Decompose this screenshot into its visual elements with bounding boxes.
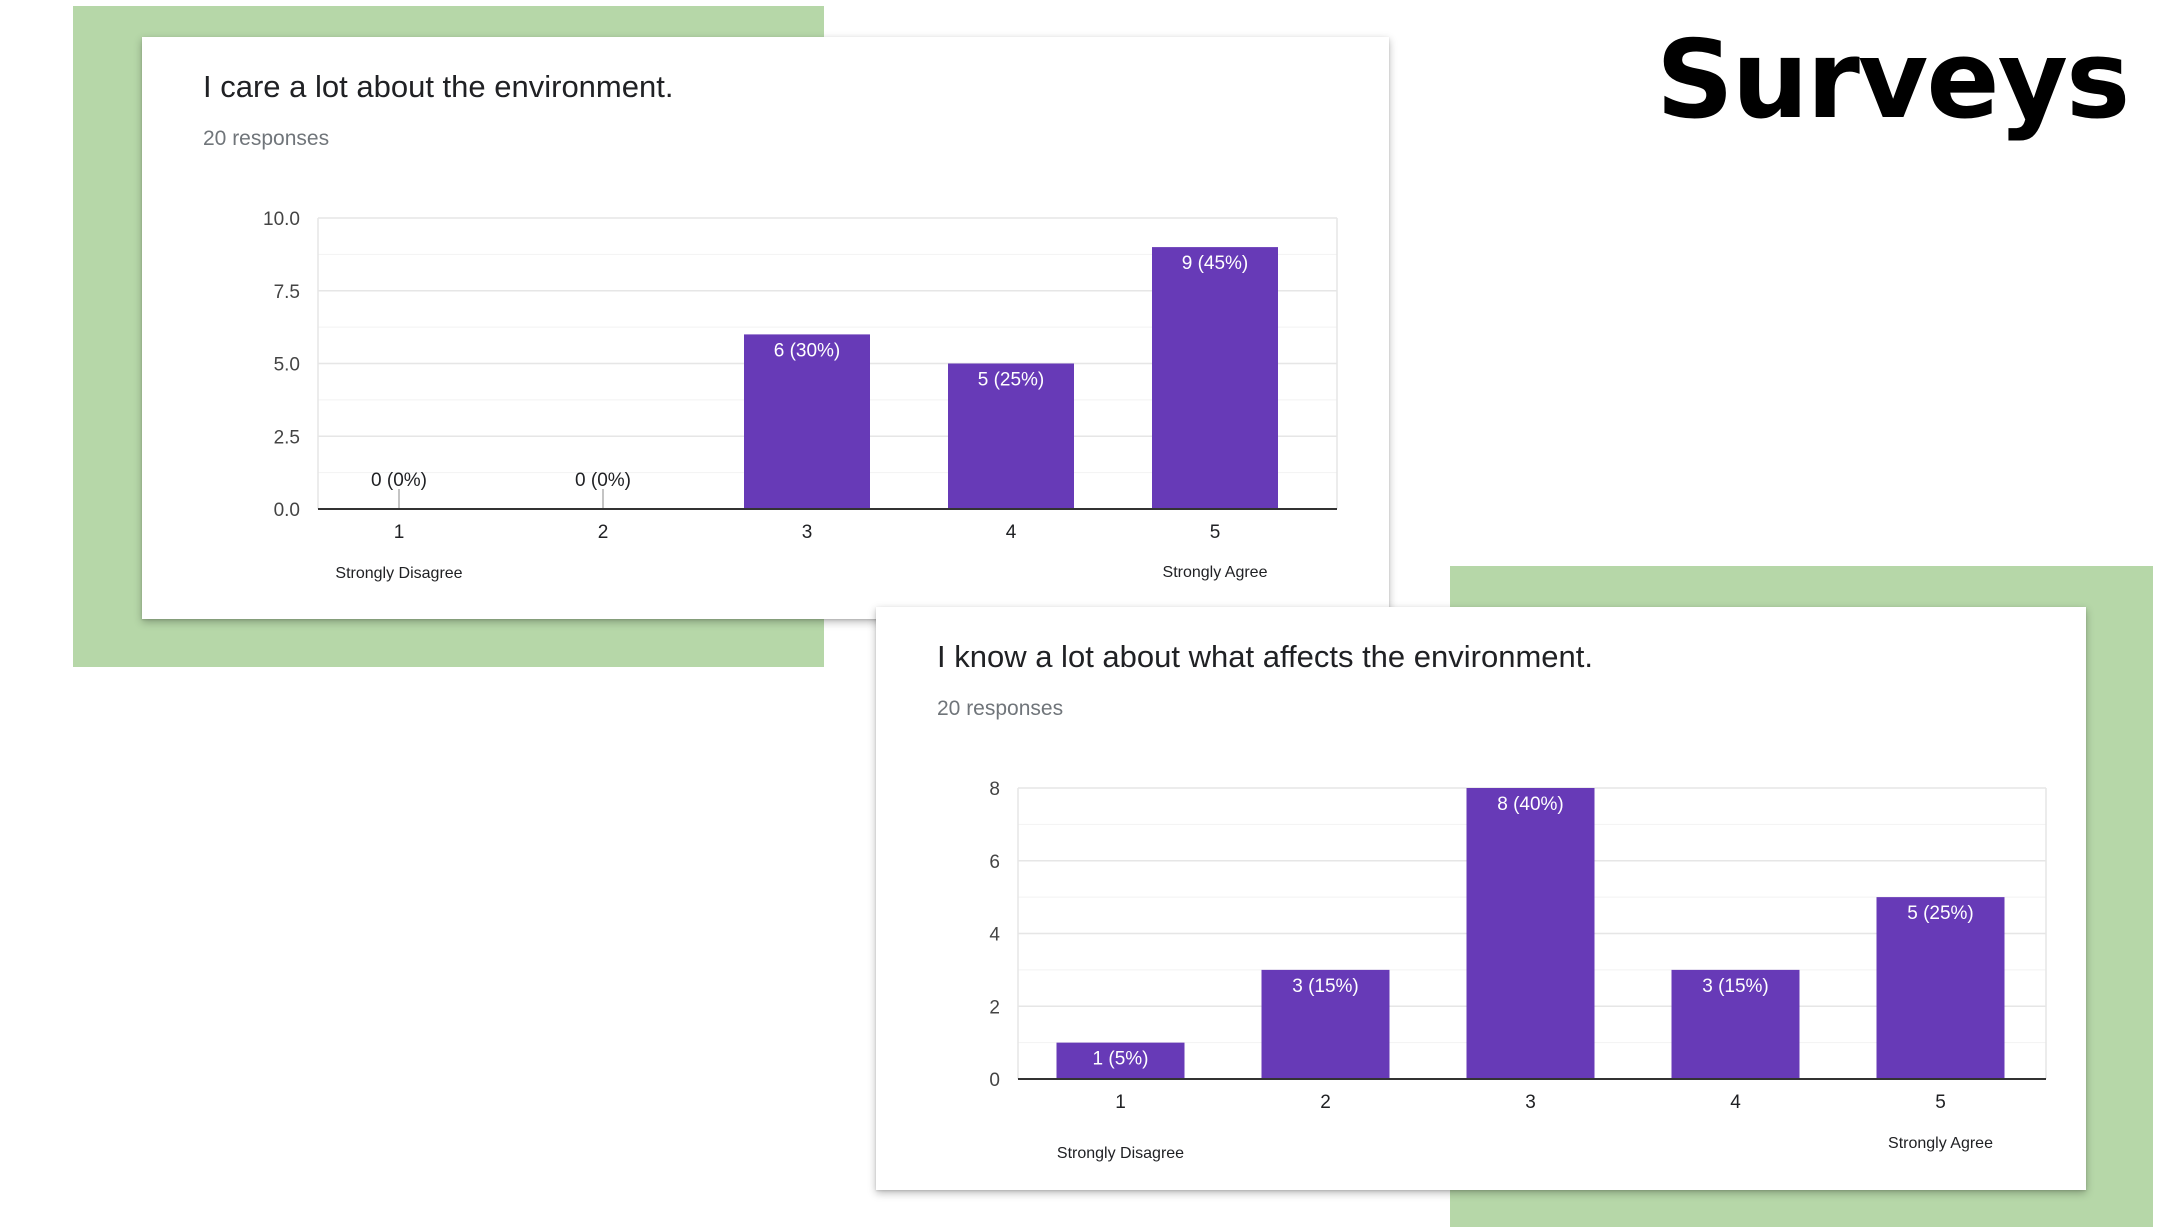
x-tick-label: 5 — [1935, 1092, 1946, 1113]
data-label: 3 (15%) — [1702, 976, 1769, 997]
data-label: 9 (45%) — [1182, 253, 1249, 274]
data-label: 0 (0%) — [575, 470, 631, 491]
bar-chart-know: 0 2 4 6 8 1 (5%) 1 Strongly Disagree 3 (15%) 2 8 (… — [989, 779, 2047, 1162]
bar-1 — [1056, 1042, 1185, 1079]
chart-card-know: I know a lot about what affects the envi… — [876, 607, 2086, 1190]
chart-title: I know a lot about what affects the envi… — [937, 639, 1593, 674]
y-tick-label: 2 — [989, 997, 1000, 1018]
x-tick-label: 2 — [598, 522, 609, 543]
y-tick-label: 5.0 — [274, 355, 300, 376]
x-tick-label: 3 — [1525, 1092, 1536, 1113]
data-label: 5 (25%) — [978, 370, 1045, 391]
y-tick-label: 4 — [989, 925, 1000, 946]
bar-3 — [744, 334, 870, 509]
bar-5 — [1876, 897, 2005, 1079]
x-tick-label: 1 — [1115, 1092, 1126, 1113]
x-tick-label: 2 — [1320, 1092, 1331, 1113]
y-tick-label: 2.5 — [274, 427, 300, 448]
chart-title: I care a lot about the environment. — [203, 69, 674, 104]
bar-3 — [1466, 788, 1595, 1079]
y-tick-label: 0 — [989, 1070, 1000, 1091]
slide-title: Surveys — [1656, 18, 2130, 143]
data-label: 6 (30%) — [774, 340, 841, 361]
data-label: 0 (0%) — [371, 470, 427, 491]
data-label: 5 (25%) — [1907, 903, 1974, 924]
y-tick-label: 0.0 — [274, 500, 300, 521]
chart-card-care: I care a lot about the environment. 20 r… — [142, 37, 1389, 619]
response-count: 20 responses — [937, 697, 1064, 720]
x-tick-label: 5 — [1210, 522, 1221, 543]
y-tick-label: 6 — [989, 852, 1000, 873]
data-label: 1 (5%) — [1093, 1049, 1149, 1070]
scale-label-high: Strongly Agree — [1888, 1135, 1993, 1152]
data-label: 8 (40%) — [1497, 794, 1564, 815]
x-tick-label: 3 — [802, 522, 813, 543]
bar-2 — [1261, 969, 1390, 1079]
bar-5 — [1152, 247, 1278, 509]
bar-4 — [1671, 969, 1800, 1079]
data-label: 3 (15%) — [1292, 976, 1359, 997]
scale-label-low: Strongly Disagree — [335, 565, 462, 582]
bar-chart-care: 0.0 2.5 5.0 7.5 10.0 0 (0%) 1 Strongly Disagree… — [263, 209, 1338, 582]
response-count: 20 responses — [203, 127, 330, 150]
x-tick-label: 1 — [394, 522, 405, 543]
bar-4 — [948, 363, 1074, 509]
scale-label-low: Strongly Disagree — [1057, 1145, 1184, 1162]
y-tick-label: 10.0 — [263, 209, 300, 230]
y-tick-label: 8 — [989, 779, 1000, 800]
x-tick-label: 4 — [1006, 522, 1017, 543]
y-tick-label: 7.5 — [274, 282, 300, 303]
x-tick-label: 4 — [1730, 1092, 1741, 1113]
scale-label-high: Strongly Agree — [1163, 564, 1268, 581]
